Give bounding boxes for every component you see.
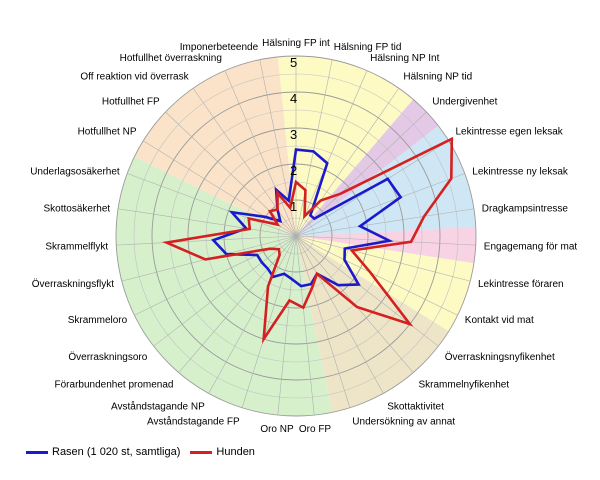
category-label-17: Avståndstagande FP: [147, 415, 240, 427]
sector-7: [134, 56, 296, 236]
tick-label-5: 5: [290, 55, 297, 70]
category-label-23: Skrammelflykt: [45, 242, 108, 253]
category-label-5: Lekintresse egen leksak: [456, 127, 564, 138]
category-label-21: Skrammeloro: [68, 315, 128, 326]
category-label-30: Imponerbeteende: [180, 42, 259, 53]
spoke-18: [208, 235, 297, 394]
series-hunden-line: [162, 136, 454, 344]
category-label-7: Dragkampsintresse: [482, 204, 569, 215]
category-label-19: Förarbundenhet promenad: [55, 380, 174, 391]
category-label-25: Underlagsosäkerhet: [30, 167, 120, 178]
spoke-2: [295, 70, 368, 237]
category-label-24: Skottosäkerhet: [43, 204, 110, 215]
category-label-22: Överraskningsflykt: [32, 278, 114, 290]
category-label-10: Kontakt vid mat: [465, 315, 534, 326]
spoke-25: [127, 173, 297, 237]
spoke-23: [116, 235, 297, 246]
radial-tick-labels: 1 2 3 4 5: [290, 55, 297, 214]
category-label-9: Lekintresse föraren: [478, 279, 564, 290]
tick-label-4: 4: [290, 91, 297, 106]
legend-swatch-hunden: [190, 450, 213, 454]
spoke-19: [178, 235, 297, 373]
legend: Rasen (1 020 st, samtliga) Hunden: [26, 446, 265, 458]
spoke-1: [295, 59, 333, 237]
category-label-1: Hälsning FP tid: [334, 42, 402, 53]
spoke-27: [165, 111, 297, 237]
legend-item-hunden: Hunden: [190, 446, 255, 458]
spoke-17: [241, 235, 297, 408]
category-label-28: Off reaktion vid överrask: [80, 72, 189, 83]
category-label-12: Skrammelnyfikenhet: [419, 380, 510, 391]
spoke-10: [295, 235, 458, 316]
sector-4: [296, 236, 474, 332]
category-label-8: Engagemang för mat: [484, 242, 578, 253]
spoke-7: [295, 208, 474, 237]
category-label-20: Överraskningsoro: [68, 351, 147, 363]
spoke-20: [153, 235, 297, 347]
category-label-27: Hotfullhet FP: [102, 97, 160, 108]
tick-label-2: 2: [290, 163, 297, 178]
radar-grid: [115, 55, 477, 417]
category-label-3: Hälsning NP tid: [403, 72, 472, 83]
spoke-9: [295, 235, 471, 282]
spoke-3: [295, 88, 400, 237]
spoke-24: [118, 208, 297, 237]
category-label-2: Hälsning NP Int: [370, 53, 440, 64]
data-series: [162, 136, 454, 344]
spoke-11: [295, 235, 439, 347]
sector-6: [116, 156, 333, 417]
category-label-11: Överraskningsnyfikenhet: [445, 351, 555, 363]
category-label-0: Hälsning FP int: [262, 38, 330, 49]
legend-label-rasen: Rasen (1 020 st, samtliga): [52, 446, 181, 458]
category-label-26: Hotfullhet NP: [78, 127, 137, 138]
tick-label-1: 1: [290, 199, 297, 214]
spoke-14: [295, 235, 351, 408]
category-label-16: Oro NP: [260, 424, 294, 435]
tick-label-3: 3: [290, 127, 297, 142]
spoke-15: [295, 235, 315, 416]
category-label-18: Avståndstagande NP: [111, 400, 205, 412]
category-label-6: Lekintresse ny leksak: [472, 167, 569, 178]
category-label-14: Undersökning av annat: [352, 416, 455, 427]
sector-0: [277, 55, 414, 237]
spoke-26: [143, 140, 297, 237]
legend-item-rasen: Rasen (1 020 st, samtliga): [26, 446, 180, 458]
category-label-29: Hotfullhet överraskning: [120, 53, 222, 64]
category-label-13: Skottaktivitet: [387, 401, 444, 412]
legend-swatch-rasen: [26, 450, 48, 454]
category-label-4: Undergivenhet: [432, 97, 497, 108]
spoke-16: [277, 235, 297, 416]
spoke-6: [295, 173, 465, 237]
category-label-15: Oro FP: [299, 424, 332, 435]
spoke-29: [224, 70, 297, 237]
spoke-13: [295, 235, 384, 394]
legend-label-hunden: Hunden: [216, 446, 255, 458]
series-rasen-line: [211, 148, 403, 288]
